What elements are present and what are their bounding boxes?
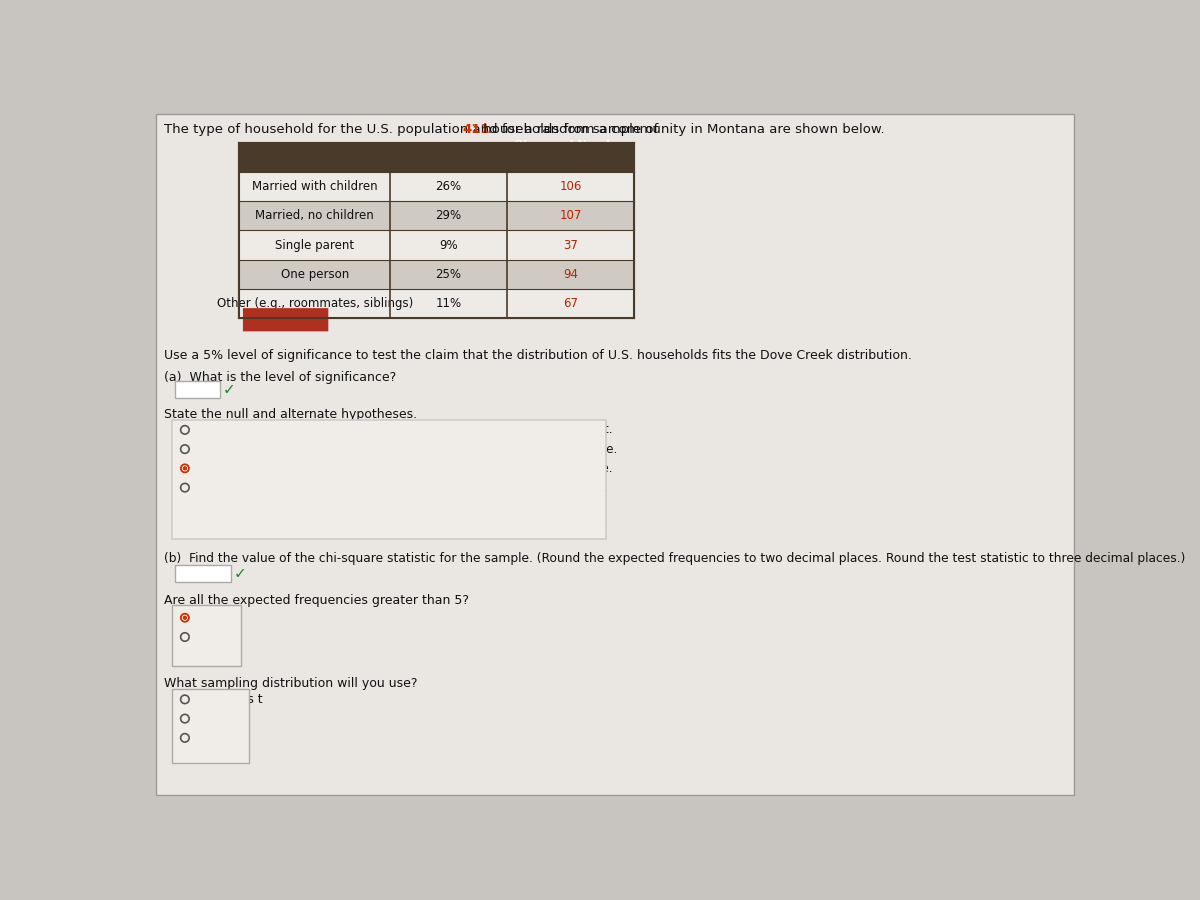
Text: (a)  What is the level of significance?: (a) What is the level of significance? — [164, 371, 396, 384]
Text: The type of household for the U.S. population and for a random sample of: The type of household for the U.S. popul… — [164, 123, 662, 136]
FancyBboxPatch shape — [172, 605, 241, 666]
Text: (b)  Find the value of the chi-square statistic for the sample. (Round the expec: (b) Find the value of the chi-square sta… — [164, 552, 1186, 565]
Circle shape — [184, 467, 186, 470]
Text: households from a community in Montana are shown below.: households from a community in Montana a… — [479, 123, 886, 136]
Circle shape — [181, 614, 190, 622]
Text: Percent of U.S.
Households: Percent of U.S. Households — [401, 146, 496, 168]
Text: 411: 411 — [462, 123, 490, 136]
Text: 26%: 26% — [436, 180, 462, 193]
FancyBboxPatch shape — [175, 564, 230, 581]
Text: uniform: uniform — [197, 732, 244, 744]
Text: Use a 5% level of significance to test the claim that the distribution of U.S. h: Use a 5% level of significance to test t… — [164, 349, 912, 363]
FancyBboxPatch shape — [172, 688, 250, 762]
Text: Single parent: Single parent — [275, 238, 354, 252]
FancyBboxPatch shape — [242, 308, 329, 331]
FancyBboxPatch shape — [175, 382, 220, 399]
Text: 11%: 11% — [436, 297, 462, 310]
Text: Are all the expected frequencies greater than 5?: Are all the expected frequencies greater… — [164, 593, 469, 607]
Circle shape — [182, 616, 187, 620]
FancyBboxPatch shape — [156, 114, 1074, 795]
Text: 106: 106 — [559, 180, 582, 193]
FancyBboxPatch shape — [239, 289, 635, 319]
Text: H₀: The distributions are the same.  H₁: The distributions are the same.: H₀: The distributions are the same. H₁: … — [197, 443, 618, 455]
Text: 9%: 9% — [439, 238, 457, 252]
FancyBboxPatch shape — [239, 142, 635, 172]
Text: Student's t: Student's t — [197, 693, 263, 706]
Text: △  USE SALT: △ USE SALT — [244, 313, 328, 327]
Text: What sampling distribution will you use?: What sampling distribution will you use? — [164, 678, 418, 690]
Circle shape — [182, 466, 187, 471]
Text: normal: normal — [197, 712, 240, 725]
FancyBboxPatch shape — [239, 260, 635, 289]
Circle shape — [181, 464, 190, 473]
Text: Married with children: Married with children — [252, 180, 378, 193]
FancyBboxPatch shape — [239, 230, 635, 260]
Text: 37: 37 — [563, 238, 578, 252]
Text: ✓: ✓ — [223, 382, 235, 397]
Text: ✗: ✗ — [593, 524, 610, 543]
Text: Other (e.g., roommates, siblings): Other (e.g., roommates, siblings) — [216, 297, 413, 310]
Text: Married, no children: Married, no children — [256, 210, 374, 222]
Text: 0.05: 0.05 — [184, 383, 211, 396]
Text: 25%: 25% — [436, 268, 461, 281]
Text: 67: 67 — [563, 297, 578, 310]
Text: 12.501: 12.501 — [181, 567, 224, 580]
Text: H₀: The distributions are different.  H₁: The distributions are the same.: H₀: The distributions are different. H₁:… — [197, 462, 613, 475]
Text: H₀: The distributions are different.  H₁: The distributions are different.: H₀: The distributions are different. H₁:… — [197, 482, 608, 494]
Text: One person: One person — [281, 268, 349, 281]
Text: Yes: Yes — [197, 611, 216, 625]
Text: 107: 107 — [559, 210, 582, 222]
Text: ✓: ✓ — [186, 647, 199, 665]
Text: State the null and alternate hypotheses.: State the null and alternate hypotheses. — [164, 408, 418, 421]
Text: 29%: 29% — [436, 210, 462, 222]
Text: 94: 94 — [563, 268, 578, 281]
Text: No: No — [197, 631, 214, 644]
Text: H₀: The distributions are the same.  H₁: The distributions are different.: H₀: The distributions are the same. H₁: … — [197, 423, 613, 436]
Text: Type of Household: Type of Household — [257, 152, 372, 162]
FancyBboxPatch shape — [239, 142, 635, 319]
Circle shape — [184, 616, 186, 619]
FancyBboxPatch shape — [172, 419, 606, 539]
Text: Observed Number
of Households in
the Community: Observed Number of Households in the Com… — [514, 140, 626, 175]
Text: ✓: ✓ — [234, 565, 246, 581]
FancyBboxPatch shape — [239, 202, 635, 230]
FancyBboxPatch shape — [239, 172, 635, 202]
